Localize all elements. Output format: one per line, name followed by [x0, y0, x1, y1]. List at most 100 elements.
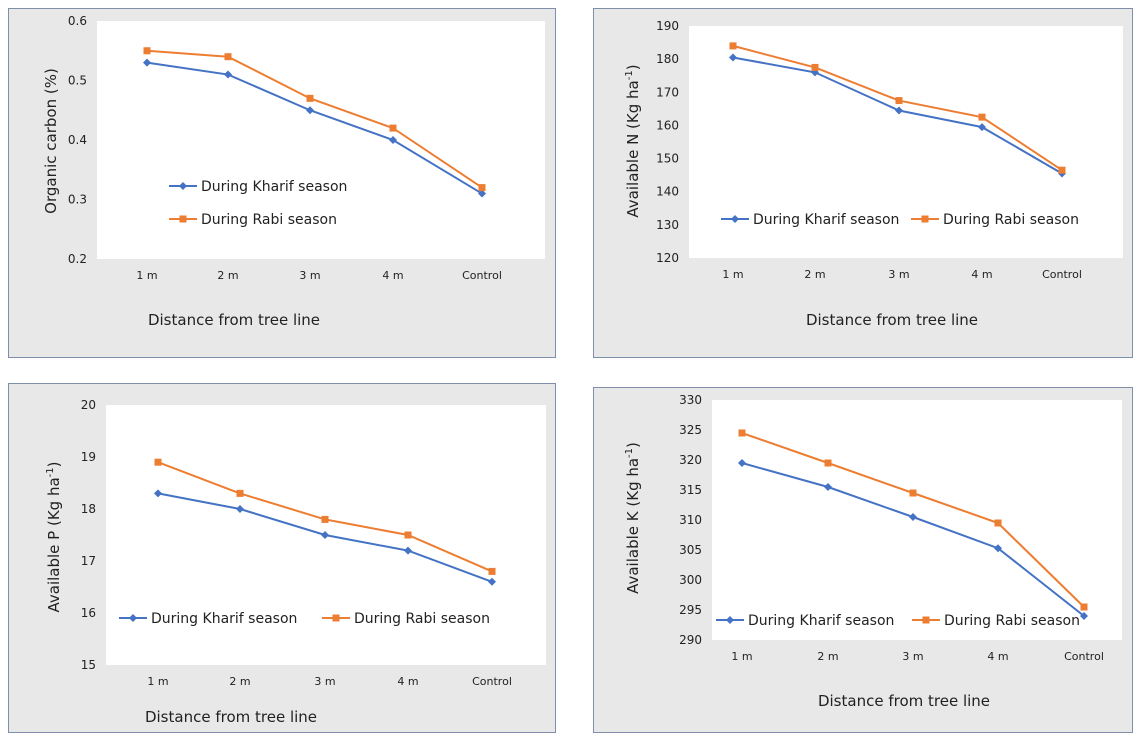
y-axis-title: Available N (Kg ha-1) [624, 64, 642, 217]
y-tick-label: 180 [656, 52, 679, 66]
y-tick-label: 295 [679, 603, 702, 617]
data-point [321, 531, 329, 539]
y-tick-label: 18 [81, 502, 96, 516]
legend-label: During Kharif season [753, 212, 899, 228]
y-tick-label: 330 [679, 393, 702, 407]
legend-label: During Kharif season [151, 611, 297, 627]
chart-available-k: 290 295 300 305 310 315 320 325 330 1 m 2 m 3 m 4 m C… [624, 393, 1122, 710]
legend-marker [179, 215, 187, 223]
data-point [909, 489, 917, 497]
chart-panel-available-n: 120 130 140 150 160 170 180 190 1 m 2 m 3 m 4 m Cont… [593, 8, 1133, 358]
chart-organic-carbon: 0.2 0.3 0.4 0.5 0.6 1 m 2 m 3 m 4 m Control Organi… [42, 14, 545, 329]
y-tick-label: 0.4 [68, 133, 87, 147]
data-point [224, 70, 232, 79]
chart-available-p: 15 16 17 18 19 20 1 m 2 m 3 m 4 m Control Available… [45, 398, 546, 726]
data-point [994, 544, 1002, 553]
data-point [143, 58, 151, 67]
y-tick-label: 150 [656, 152, 679, 166]
x-axis-title: Distance from tree line [818, 692, 990, 710]
x-tick-label: Control [1064, 650, 1104, 663]
y-tick-label: 300 [679, 573, 702, 587]
data-point [143, 47, 151, 55]
x-tick-label: 1 m [136, 269, 157, 282]
y-tick-label: 325 [679, 423, 702, 437]
y-tick-label: 290 [679, 633, 702, 647]
data-point [1058, 166, 1066, 174]
data-point [824, 483, 832, 491]
data-point [1080, 603, 1088, 611]
legend-item: During Rabi season [912, 613, 1080, 629]
data-point [738, 429, 746, 437]
series-kharif [154, 489, 496, 586]
series-kharif [738, 459, 1088, 620]
x-tick-label: 1 m [722, 268, 743, 281]
legend-label: During Kharif season [748, 613, 894, 629]
y-tick-label: 170 [656, 85, 679, 99]
legend: During Kharif season During Rabi season [716, 613, 1080, 629]
legend: During Kharif season During Rabi season [119, 611, 490, 627]
data-point [895, 97, 903, 105]
x-tick-label: Control [462, 269, 502, 282]
legend-item: During Rabi season [911, 212, 1079, 228]
legend-marker [922, 616, 930, 624]
legend-label: During Kharif season [201, 179, 347, 195]
y-tick-label: 120 [656, 251, 679, 265]
chart-panel-organic-carbon: 0.2 0.3 0.4 0.5 0.6 1 m 2 m 3 m 4 m Control Organi… [8, 8, 556, 358]
x-axis-title: Distance from tree line [148, 311, 320, 329]
data-point [909, 513, 917, 521]
y-tick-label: 19 [81, 450, 96, 464]
data-point [389, 124, 397, 132]
x-tick-label: 1 m [147, 675, 168, 688]
data-point [404, 546, 412, 555]
x-tick-label: 2 m [804, 268, 825, 281]
legend-label: During Rabi season [354, 611, 490, 627]
data-point [321, 515, 329, 523]
data-point [478, 189, 486, 198]
x-tick-label: 2 m [229, 675, 250, 688]
x-tick-label: 3 m [888, 268, 909, 281]
series-rabi [729, 42, 1066, 174]
y-tick-label: 17 [81, 554, 96, 568]
chart-panel-available-p: 15 16 17 18 19 20 1 m 2 m 3 m 4 m Control Available… [8, 383, 556, 733]
y-axis-title: Available P (Kg ha-1) [45, 462, 63, 613]
data-point [488, 577, 496, 586]
x-tick-label: Control [1042, 268, 1082, 281]
legend: During Kharif season During Rabi season [721, 212, 1079, 228]
x-tick-label: 4 m [397, 675, 418, 688]
x-axis-title: Distance from tree line [806, 311, 978, 329]
y-tick-label: 315 [679, 483, 702, 497]
data-point [811, 63, 819, 71]
y-tick-label: 15 [81, 658, 96, 672]
data-point [729, 42, 737, 50]
data-point [389, 136, 397, 144]
series-rabi [738, 429, 1088, 611]
series-rabi [143, 47, 486, 192]
y-tick-label: 0.2 [68, 252, 87, 266]
chart-panel-available-k: 290 295 300 305 310 315 320 325 330 1 m 2 m 3 m 4 m C… [593, 387, 1133, 733]
data-point [478, 184, 486, 192]
y-tick-label: 0.3 [68, 193, 87, 207]
x-axis-title: Distance from tree line [145, 708, 317, 726]
x-tick-label: 3 m [314, 675, 335, 688]
y-axis-title: Available K (Kg ha-1) [624, 442, 642, 594]
x-tick-label: 2 m [817, 650, 838, 663]
legend-label: During Rabi season [201, 212, 337, 228]
series-rabi [154, 458, 496, 575]
y-tick-label: 140 [656, 185, 679, 199]
y-tick-label: 20 [81, 398, 96, 412]
data-point [738, 459, 746, 467]
legend-marker [731, 215, 739, 223]
data-point [154, 458, 162, 466]
data-point [154, 489, 162, 498]
x-tick-label: 4 m [382, 269, 403, 282]
data-point [978, 113, 986, 121]
data-point [236, 489, 244, 497]
legend-item: During Kharif season [119, 611, 297, 627]
x-tick-label: 4 m [987, 650, 1008, 663]
legend-item: During Kharif season [169, 179, 347, 195]
data-point [306, 106, 314, 115]
y-tick-label: 310 [679, 513, 702, 527]
x-tick-label: Control [472, 675, 512, 688]
legend: During Kharif season During Rabi season [169, 179, 347, 228]
y-tick-label: 320 [679, 453, 702, 467]
